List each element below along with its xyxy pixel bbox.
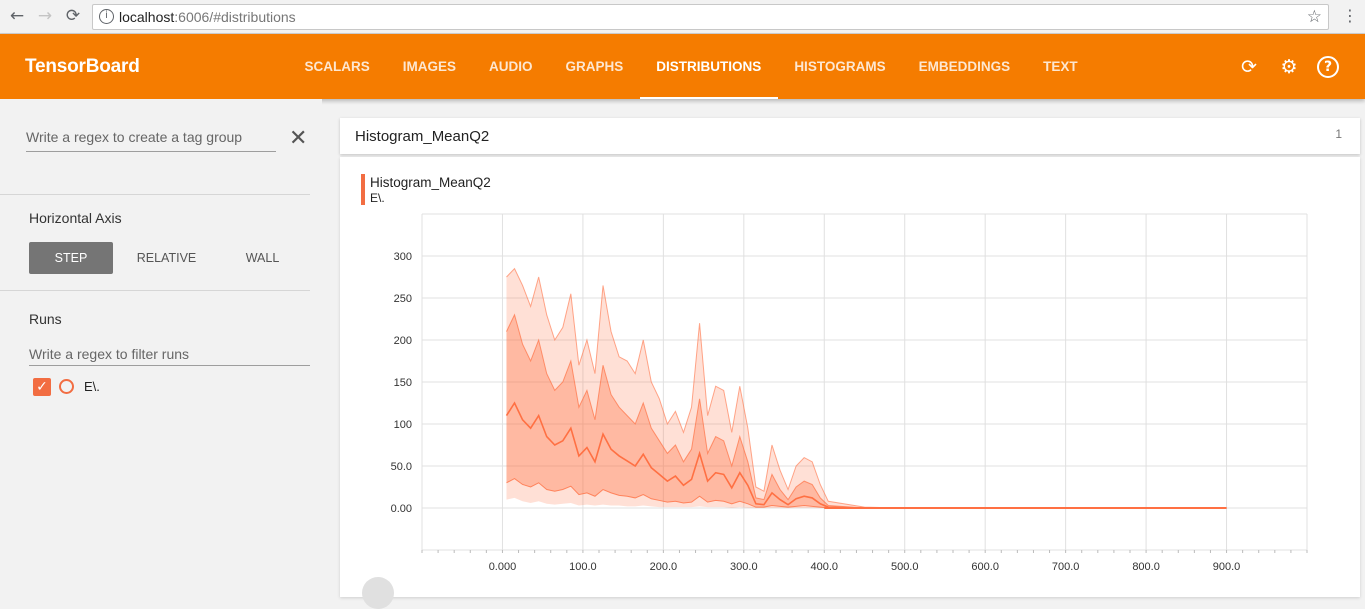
- x-tick-label: 900.0: [1213, 561, 1241, 573]
- band-p16-p84: [506, 314, 1227, 508]
- run-name: E\.: [84, 379, 100, 394]
- horizontal-axis-label: Horizontal Axis: [29, 210, 122, 226]
- refresh-icon[interactable]: ⟳: [1241, 56, 1257, 78]
- y-tick-label: 0.00: [391, 503, 412, 515]
- info-icon[interactable]: i: [99, 9, 114, 24]
- line-p84: [506, 313, 1227, 509]
- url-path: :6006/#distributions: [174, 9, 296, 25]
- back-icon[interactable]: ←: [9, 6, 25, 26]
- chart-title: Histogram_MeanQ2: [370, 175, 491, 190]
- x-tick-label: 200.0: [650, 561, 678, 573]
- y-tick-label: 300: [394, 251, 412, 263]
- brand-title: TensorBoard: [25, 56, 140, 77]
- bookmark-star-icon[interactable]: ☆: [1306, 7, 1322, 27]
- x-tick-label: 500.0: [891, 561, 919, 573]
- sidebar-divider: [0, 290, 310, 291]
- app-header: TensorBoard SCALARS IMAGES AUDIO GRAPHS …: [0, 34, 1365, 99]
- tag-group-count: 1: [1335, 127, 1342, 141]
- run-color-swatch: [361, 174, 365, 205]
- x-tick-label: 100.0: [569, 561, 597, 573]
- axis-wall-button[interactable]: WALL: [245, 251, 280, 265]
- line-p16: [506, 478, 1227, 509]
- line-median: [505, 401, 1227, 509]
- browser-menu-icon[interactable]: ⋮: [1342, 6, 1358, 25]
- run-color-radio[interactable]: [59, 379, 74, 394]
- tag-group-header[interactable]: Histogram_MeanQ2 1: [340, 118, 1360, 154]
- url-text[interactable]: localhost:6006/#distributions: [119, 9, 296, 25]
- runs-filter-input[interactable]: [29, 342, 310, 366]
- tag-group-regex-input[interactable]: [26, 126, 276, 152]
- x-tick-label: 300.0: [730, 561, 758, 573]
- y-tick-label: 150: [394, 377, 412, 389]
- close-icon[interactable]: ✕: [289, 126, 308, 151]
- runs-label: Runs: [29, 311, 62, 327]
- help-icon[interactable]: ?: [1317, 56, 1339, 78]
- band-min-max: [506, 268, 1227, 508]
- distribution-chart-card: Histogram_MeanQ2 E\. 0.000 100.0 200.0 300.…: [340, 157, 1360, 609]
- x-tick-label: 700.0: [1052, 561, 1080, 573]
- distribution-chart[interactable]: 0.000 100.0 200.0 300.0 400.0 500.0 600.0 700.0…: [340, 157, 1360, 597]
- main-content: Histogram_MeanQ2 1 Histogram_MeanQ2 E\. …: [322, 99, 1365, 609]
- sidebar: ✕ Horizontal Axis STEP RELATIVE WALL Run…: [0, 99, 322, 587]
- y-tick-label: 250: [394, 293, 412, 305]
- y-tick-label: 100: [394, 419, 412, 431]
- sidebar-divider: [0, 194, 310, 195]
- run-checkbox[interactable]: ✓: [33, 378, 51, 396]
- x-tick-label: 400.0: [811, 561, 839, 573]
- main-tabs: SCALARS IMAGES AUDIO GRAPHS DISTRIBUTION…: [288, 34, 1094, 99]
- browser-toolbar: ← → ⟳ i localhost:6006/#distributions ☆ …: [0, 0, 1365, 34]
- x-tick-label: 800.0: [1132, 561, 1160, 573]
- url-host: localhost: [119, 9, 175, 25]
- reload-icon[interactable]: ⟳: [65, 6, 81, 26]
- tab-text[interactable]: TEXT: [1043, 59, 1078, 74]
- x-tick-label: 0.000: [489, 561, 517, 573]
- tab-images[interactable]: IMAGES: [402, 59, 457, 74]
- tab-graphs[interactable]: GRAPHS: [565, 59, 624, 74]
- tab-distributions[interactable]: DISTRIBUTIONS: [639, 34, 778, 99]
- x-tick-label: 600.0: [971, 561, 999, 573]
- chart-run-name: E\.: [370, 191, 385, 205]
- y-tick-label: 50.0: [391, 461, 412, 473]
- tag-group-title: Histogram_MeanQ2: [355, 128, 490, 145]
- expand-chart-button[interactable]: [362, 577, 394, 609]
- forward-icon[interactable]: →: [37, 6, 53, 26]
- address-bar[interactable]: i localhost:6006/#distributions ☆: [92, 4, 1329, 30]
- tab-audio[interactable]: AUDIO: [489, 59, 533, 74]
- axis-step-button[interactable]: STEP: [29, 242, 113, 274]
- gear-icon[interactable]: ⚙: [1280, 56, 1298, 78]
- axis-relative-button[interactable]: RELATIVE: [136, 251, 197, 265]
- tab-histograms[interactable]: HISTOGRAMS: [794, 59, 886, 74]
- tab-scalars[interactable]: SCALARS: [304, 59, 370, 74]
- tab-embeddings[interactable]: EMBEDDINGS: [918, 59, 1011, 74]
- y-tick-label: 200: [394, 335, 412, 347]
- line-max: [506, 267, 1227, 509]
